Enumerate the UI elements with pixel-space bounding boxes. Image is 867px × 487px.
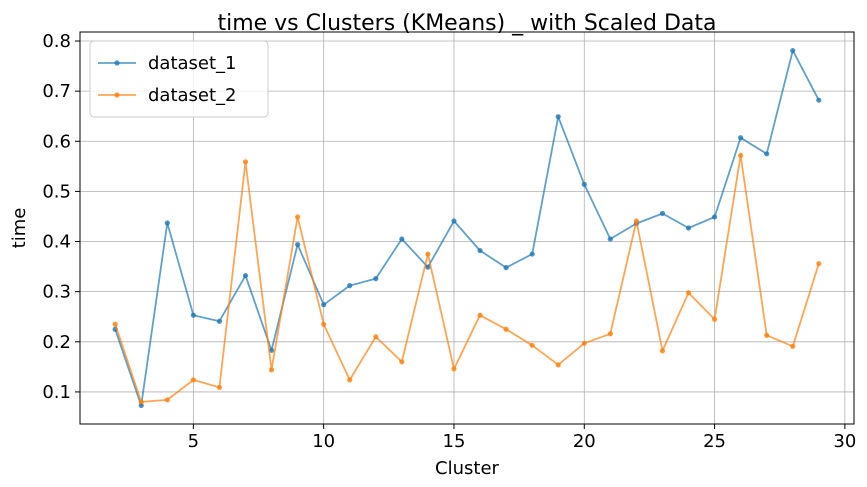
- data-point: [216, 318, 223, 324]
- data-point: [268, 367, 275, 373]
- y-tick-label: 0.7: [42, 81, 71, 102]
- data-point: [790, 47, 796, 54]
- x-tick-label: 5: [188, 431, 199, 452]
- x-tick-label: 25: [703, 431, 726, 452]
- x-axis-label: Cluster: [435, 458, 499, 479]
- data-point: [503, 326, 509, 332]
- x-tick-label: 30: [833, 431, 856, 452]
- data-point: [321, 302, 327, 308]
- data-point: [347, 377, 353, 383]
- data-point: [425, 251, 431, 257]
- y-tick-label: 0.4: [42, 232, 71, 253]
- x-axis: 5 10 15 20 25 30: [188, 424, 856, 452]
- legend-marker: [114, 92, 120, 98]
- data-point: [685, 290, 692, 296]
- data-point: [321, 321, 327, 327]
- data-point: [164, 397, 170, 403]
- data-point: [138, 399, 144, 405]
- data-point: [112, 321, 118, 327]
- data-point: [451, 218, 457, 224]
- y-tick-label: 0.2: [42, 332, 71, 353]
- x-tick-label: 20: [573, 431, 596, 452]
- data-point: [581, 340, 587, 346]
- data-point: [529, 342, 535, 348]
- data-point: [268, 347, 275, 353]
- data-point: [164, 220, 170, 226]
- x-tick-label: 10: [312, 431, 335, 452]
- data-point: [347, 283, 353, 289]
- data-point: [190, 377, 196, 383]
- data-point: [477, 247, 483, 254]
- x-tick-label: 15: [443, 431, 466, 452]
- series-line: [114, 49, 820, 407]
- data-point: [659, 210, 666, 217]
- legend: dataset_1 dataset_2: [89, 40, 269, 118]
- y-tick-label: 0.1: [42, 382, 71, 403]
- data-point: [555, 114, 561, 120]
- series-dataset_1: [112, 47, 822, 409]
- data-point: [190, 312, 196, 318]
- data-point: [738, 152, 744, 158]
- series-layer: [112, 47, 822, 409]
- data-point: [711, 316, 718, 322]
- data-point: [242, 159, 249, 165]
- data-point: [816, 260, 822, 267]
- data-point: [373, 276, 379, 282]
- data-point: [503, 265, 509, 271]
- data-point: [373, 334, 379, 340]
- y-tick-label: 0.3: [42, 282, 71, 303]
- data-point: [555, 362, 561, 368]
- legend-label: dataset_1: [148, 53, 237, 74]
- data-point: [685, 225, 692, 231]
- data-point: [764, 332, 770, 338]
- data-point: [295, 241, 301, 248]
- data-point: [529, 251, 535, 257]
- data-point: [764, 151, 770, 157]
- y-tick-label: 0.8: [42, 31, 71, 52]
- data-point: [399, 359, 405, 365]
- legend-marker: [114, 60, 120, 66]
- data-point: [738, 135, 744, 141]
- data-point: [477, 312, 483, 318]
- grid: [80, 32, 854, 424]
- data-point: [659, 348, 666, 354]
- y-tick-label: 0.6: [42, 131, 71, 152]
- series-dataset_2: [112, 152, 822, 405]
- data-point: [607, 331, 613, 337]
- legend-label: dataset_2: [148, 85, 237, 106]
- y-tick-label: 0.5: [42, 181, 71, 202]
- data-point: [607, 236, 613, 242]
- data-point: [581, 181, 587, 187]
- data-point: [816, 97, 822, 103]
- y-axis-label: time: [9, 208, 30, 249]
- legend-box: [89, 40, 269, 118]
- series-line: [114, 154, 820, 403]
- data-point: [242, 273, 249, 279]
- data-point: [216, 384, 223, 391]
- data-point: [399, 236, 405, 242]
- data-point: [295, 214, 301, 220]
- data-point: [425, 264, 431, 270]
- data-point: [633, 218, 639, 224]
- y-axis: 0.1 0.2 0.3 0.4 0.5 0.6 0.7 0.8: [42, 31, 80, 403]
- data-point: [790, 343, 796, 349]
- data-point: [711, 214, 718, 220]
- data-point: [451, 366, 457, 372]
- plot-frame: [79, 31, 855, 425]
